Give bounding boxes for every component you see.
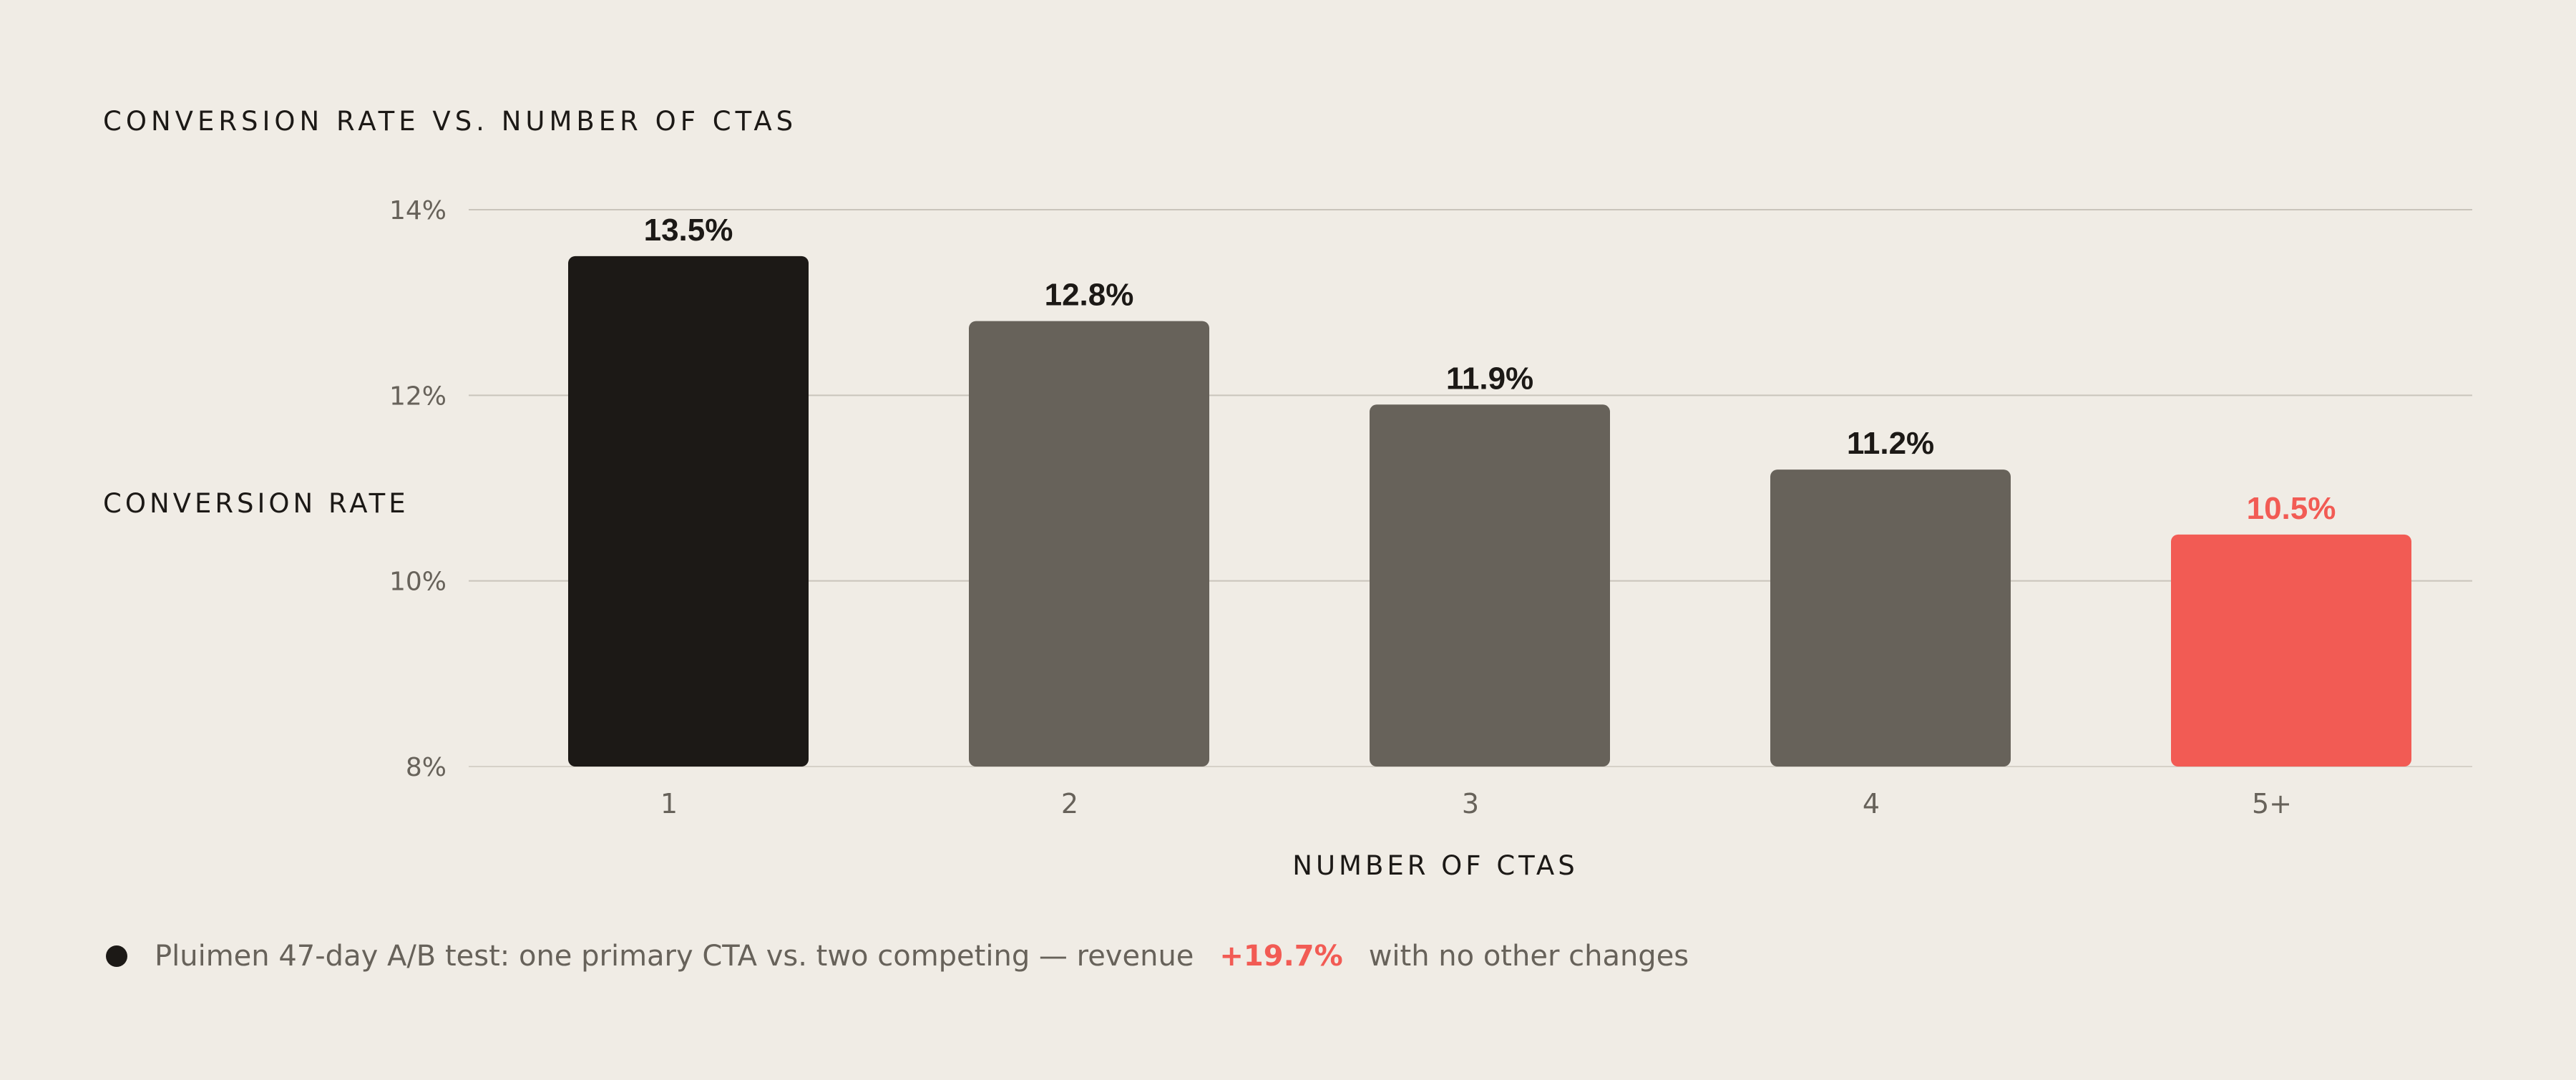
x-tick-label: 1 [660, 788, 678, 819]
footnote-text-after: with no other changes [1369, 940, 1689, 973]
y-tick-label: 12% [389, 381, 447, 411]
bullet-dot-icon [106, 945, 127, 967]
bar-4 [1770, 470, 2011, 767]
y-tick-label: 8% [406, 753, 447, 782]
bar-5+ [2171, 535, 2411, 767]
y-tick-label: 10% [389, 568, 447, 597]
x-tick-label: 3 [1462, 788, 1479, 819]
x-tick-label: 2 [1061, 788, 1078, 819]
bar-value-label: 11.9% [1446, 361, 1533, 396]
x-tick-label: 4 [1863, 788, 1880, 819]
bar-3 [1370, 404, 1610, 767]
y-tick-label: 14% [389, 196, 447, 225]
x-tick-label: 5+ [2252, 788, 2292, 819]
bar-value-label: 10.5% [2247, 491, 2336, 526]
bar-value-label: 13.5% [644, 213, 733, 248]
footnote-text: Pluimen 47-day A/B test: one primary CTA… [155, 940, 1194, 973]
footnote: Pluimen 47-day A/B test: one primary CTA… [106, 935, 1689, 978]
bar-value-label: 12.8% [1045, 278, 1134, 313]
bar-1 [568, 256, 809, 767]
bar-value-label: 11.2% [1847, 426, 1934, 461]
bar-2 [969, 321, 1209, 767]
footnote-highlight: +19.7% [1219, 940, 1342, 973]
